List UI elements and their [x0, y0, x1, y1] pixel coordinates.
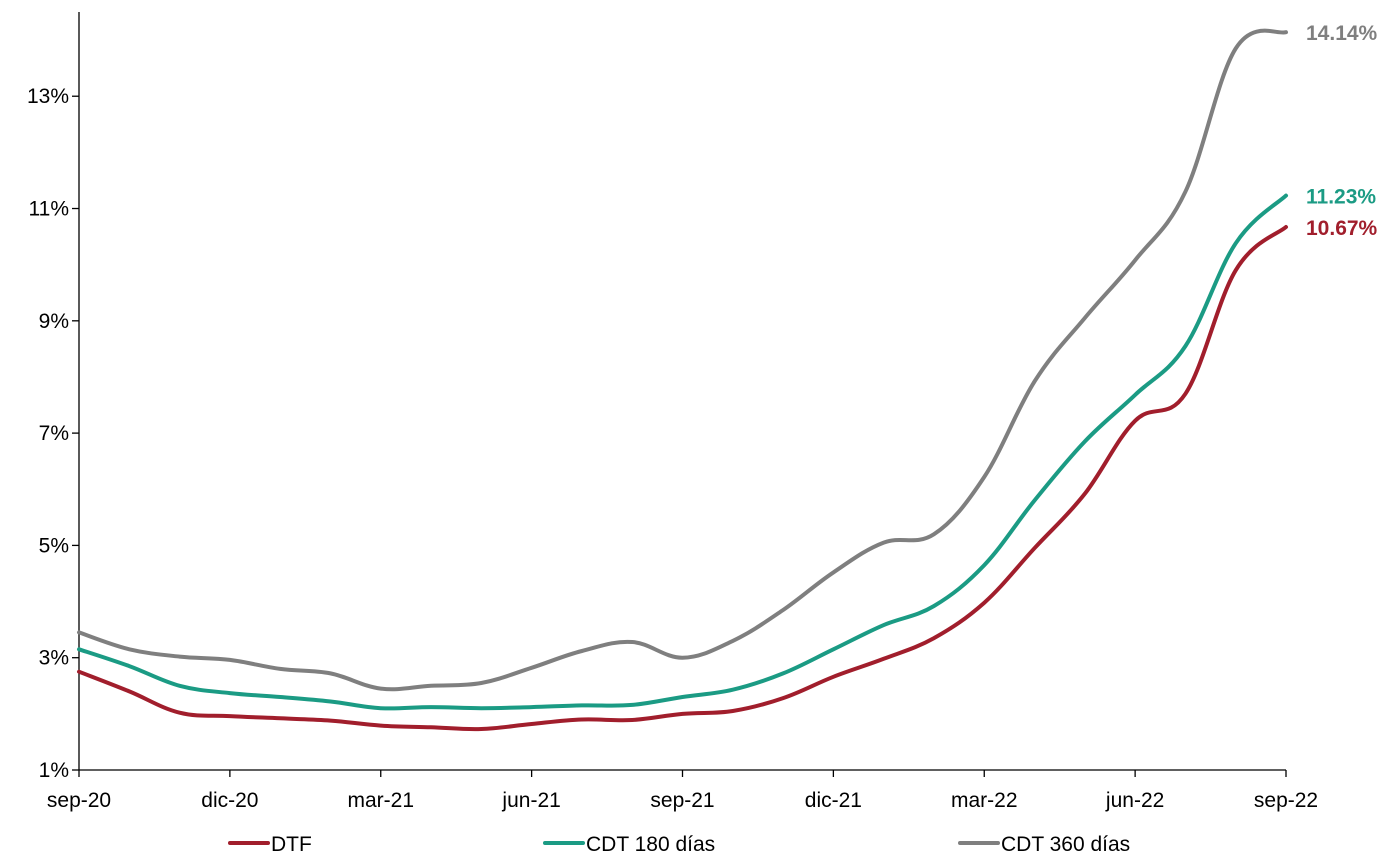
- series-line-2: [77, 28, 1288, 692]
- y-tick-label: 9%: [39, 310, 69, 333]
- end-label-2: 14.14%: [1306, 22, 1378, 45]
- end-labels: 10.67% 11.23% 14.14%: [1306, 22, 1378, 240]
- x-tick-label: dic-20: [201, 789, 258, 812]
- x-tick-label: sep-20: [47, 789, 111, 812]
- y-tick-label: 1%: [39, 759, 69, 782]
- x-tick-label: jun-22: [1105, 789, 1164, 812]
- y-tick-label: 3%: [39, 647, 69, 670]
- y-tick-label: 13%: [27, 85, 69, 108]
- y-tick-label: 7%: [39, 422, 69, 445]
- series-layer: [77, 28, 1288, 732]
- legend-label: DTF: [271, 833, 312, 856]
- x-axis: sep-20 dic-20 mar-21 jun-21 sep-21 dic-21 mar-…: [47, 769, 1318, 812]
- series-line-0: [77, 225, 1288, 732]
- legend: DTF CDT 180 días CDT 360 días: [228, 833, 1130, 856]
- legend-label: CDT 180 días: [586, 833, 715, 856]
- x-tick-label: sep-21: [650, 789, 714, 812]
- x-tick-label: mar-22: [951, 789, 1018, 812]
- legend-item-0: DTF: [228, 833, 312, 856]
- x-tick-label: jun-21: [501, 789, 560, 812]
- legend-label: CDT 360 días: [1001, 833, 1130, 856]
- x-tick-label: sep-22: [1254, 789, 1318, 812]
- y-tick-label: 5%: [39, 534, 69, 557]
- x-tick-label: dic-21: [805, 789, 862, 812]
- end-label-1: 11.23%: [1306, 186, 1376, 209]
- series-line-1: [77, 193, 1288, 711]
- legend-item-2: CDT 360 días: [958, 833, 1130, 856]
- legend-item-1: CDT 180 días: [543, 833, 715, 856]
- y-axis: 1% 3% 5% 7% 9% 11% 13%: [27, 12, 80, 782]
- x-tick-label: mar-21: [347, 789, 414, 812]
- y-tick-label: 11%: [29, 198, 69, 221]
- end-label-0: 10.67%: [1306, 217, 1378, 240]
